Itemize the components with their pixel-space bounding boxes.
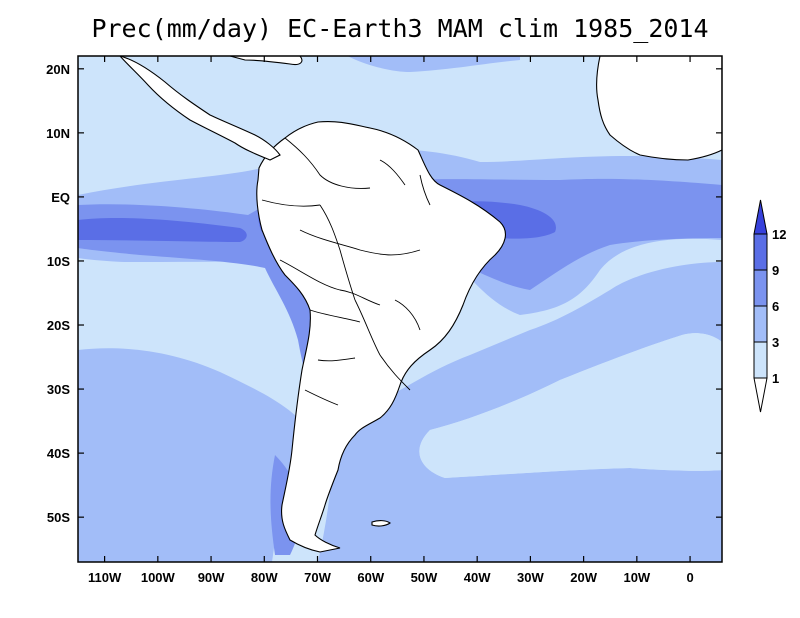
colorbar-label: 6 <box>772 299 779 314</box>
lon-tick-label: 40W <box>464 570 491 585</box>
colorbar-extend-max <box>753 199 768 235</box>
lon-tick-label: 80W <box>251 570 278 585</box>
lat-tick-label: EQ <box>51 190 70 205</box>
south-america-land <box>256 121 506 553</box>
map-frame <box>77 55 723 563</box>
country-borders <box>261 137 431 406</box>
lat-tick-label: 10N <box>46 126 70 141</box>
land-mask <box>119 56 722 553</box>
colorbar-label: 9 <box>772 263 779 278</box>
precip-pocket-se <box>419 333 722 478</box>
lon-tick-label: 100W <box>141 570 176 585</box>
lon-tick-label: 20W <box>570 570 597 585</box>
longitude-axis: 110W 100W 90W 80W 70W 60W 50W 40W 30W 20W 10W 0 <box>88 56 694 585</box>
colorbar-box <box>753 233 768 271</box>
colorbar-label: 1 <box>772 371 779 386</box>
colorbar-box <box>753 341 768 379</box>
latitude-axis: 20N 10N EQ 10S 20S 30S 40S 50S <box>46 62 722 525</box>
falklands <box>371 520 391 527</box>
colorbar-label: 3 <box>772 335 779 350</box>
map-title: Prec(mm/day) EC-Earth3 MAM clim 1985_201… <box>91 14 709 43</box>
lon-tick-label: 60W <box>357 570 384 585</box>
lat-tick-label: 20S <box>47 318 70 333</box>
cuba-caribbean <box>229 56 303 66</box>
lon-tick-label: 70W <box>304 570 331 585</box>
colorbar: 12 9 6 3 1 <box>753 199 786 413</box>
lat-tick-label: 20N <box>46 62 70 77</box>
colorbar-extend-min <box>753 377 768 413</box>
lat-tick-label: 50S <box>47 510 70 525</box>
lon-tick-label: 50W <box>411 570 438 585</box>
colorbar-label: 12 <box>772 227 786 242</box>
lat-tick-label: 40S <box>47 446 70 461</box>
lon-tick-label: 10W <box>623 570 650 585</box>
colorbar-box <box>753 269 768 307</box>
lon-tick-label: 0 <box>686 570 693 585</box>
lat-tick-label: 30S <box>47 382 70 397</box>
lon-tick-label: 90W <box>198 570 225 585</box>
lon-tick-label: 30W <box>517 570 544 585</box>
precip-pocket-sepac <box>78 258 305 372</box>
lat-tick-label: 10S <box>47 254 70 269</box>
precip-field <box>78 56 722 562</box>
colorbar-box <box>753 305 768 343</box>
africa-land <box>595 56 722 161</box>
lon-tick-label: 110W <box>88 570 122 585</box>
central-america-land <box>119 56 281 161</box>
